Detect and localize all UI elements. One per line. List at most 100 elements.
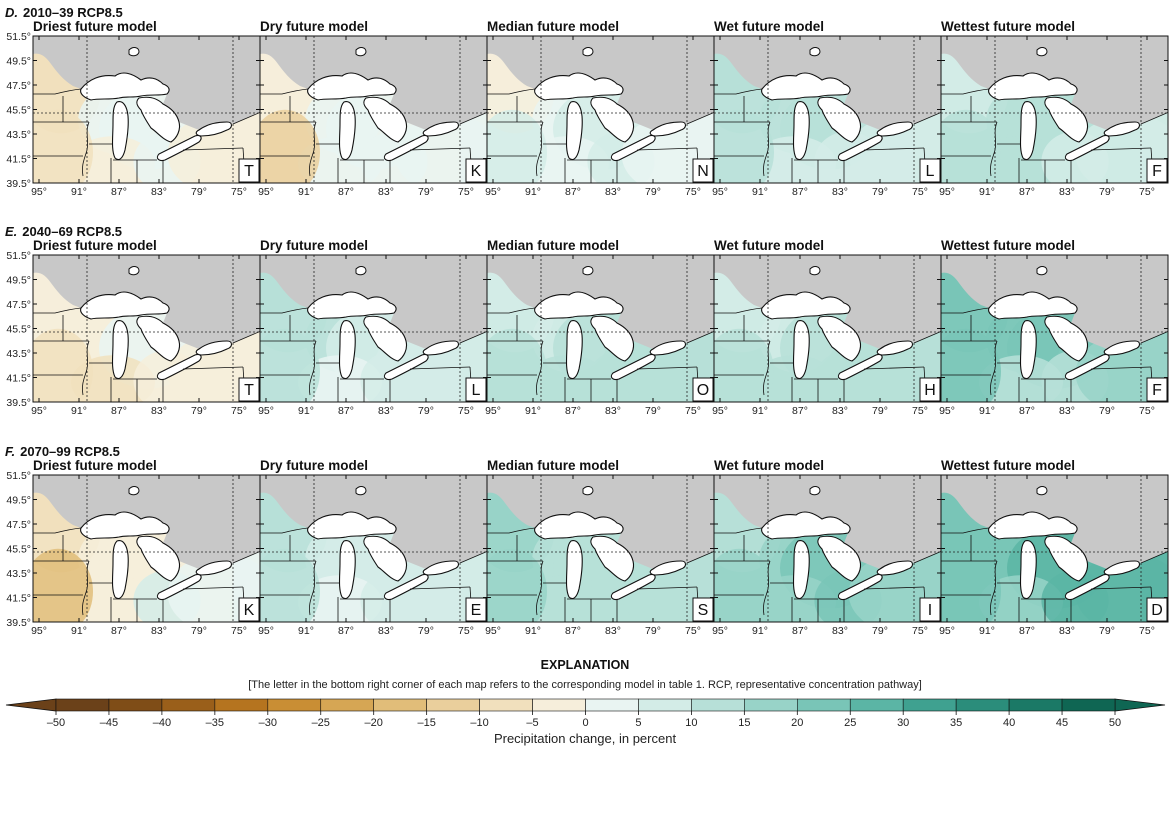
latitude-label: 45.5°	[6, 105, 31, 117]
longitude-label: 95°	[712, 625, 728, 637]
longitude-label: 79°	[1099, 186, 1115, 198]
longitude-label: 75°	[231, 625, 247, 637]
canada-mask	[714, 475, 941, 569]
colorbar-tick-label: –10	[470, 717, 488, 729]
canada-mask	[260, 36, 487, 130]
colorbar-segment	[214, 698, 269, 712]
panel-title: Dry future model	[260, 458, 368, 473]
ontario-strip	[714, 492, 762, 533]
longitude-label: 87°	[792, 405, 808, 417]
longitude-label: 95°	[485, 186, 501, 198]
longitude-label: 79°	[645, 186, 661, 198]
model-letter: T	[244, 163, 254, 180]
precip-zone	[487, 109, 547, 183]
longitude-label: 75°	[231, 186, 247, 198]
longitude-label: 95°	[258, 186, 274, 198]
longitude-label: 83°	[832, 405, 848, 417]
model-letter-box: L	[465, 377, 487, 402]
longitude-label: 95°	[939, 405, 955, 417]
model-letter-box: K	[465, 158, 487, 183]
latitude-label: 49.5°	[6, 495, 31, 507]
longitude-label: 87°	[565, 186, 581, 198]
longitude-label: 87°	[111, 405, 127, 417]
model-letter-box: L	[919, 158, 941, 183]
longitude-label: 91°	[525, 625, 541, 637]
panel-title: Wet future model	[714, 19, 824, 34]
panel-title: Wettest future model	[941, 238, 1075, 253]
latitude-label: 49.5°	[6, 275, 31, 287]
longitude-label: 91°	[752, 186, 768, 198]
precip-zone	[487, 328, 547, 402]
model-letter: D	[1151, 602, 1163, 619]
latitude-label: 41.5°	[6, 373, 31, 385]
longitude-label: 79°	[872, 186, 888, 198]
longitude-label: 87°	[1019, 405, 1035, 417]
latitude-label: 39.5°	[6, 397, 31, 409]
longitude-label: 79°	[418, 186, 434, 198]
map-panel: Wettest future model F 95° 91° 87° 83° 79° 75°	[939, 238, 1169, 417]
colorbar-segment	[902, 698, 957, 712]
colorbar-tick-label: 50	[1109, 717, 1121, 729]
longitude-label: 91°	[71, 625, 87, 637]
canada-mask	[487, 475, 714, 569]
precip-zone	[714, 328, 774, 402]
colorbar-tick-label: –25	[312, 717, 330, 729]
precip-zone	[714, 109, 774, 183]
map-panel: Wet future model L 95° 91° 87° 83° 79° 75°	[712, 19, 942, 198]
longitude-label: 95°	[31, 625, 47, 637]
colorbar-segment	[426, 698, 480, 712]
precip-zone	[260, 548, 320, 622]
colorbar-segment	[955, 698, 1010, 712]
canada-mask	[941, 475, 1168, 569]
latitude-label: 49.5°	[6, 56, 31, 68]
longitude-label: 75°	[231, 405, 247, 417]
canada-mask	[941, 36, 1168, 130]
colorbar-tick-label: –30	[259, 717, 277, 729]
colorbar-segment	[585, 698, 639, 712]
map-panel: Wet future model I 95° 91° 87° 83° 79° 75°	[712, 458, 942, 637]
map-panel: Dry future model E 95° 91° 87° 83° 79° 75°	[258, 458, 488, 637]
longitude-label: 79°	[418, 405, 434, 417]
canada-mask	[487, 36, 714, 130]
colorbar-segment	[479, 698, 533, 712]
map-panel: Dry future model K 95° 91° 87° 83° 79° 75°	[258, 19, 488, 198]
row-label: F. 2070–99 RCP8.5	[5, 444, 120, 459]
longitude-label: 83°	[151, 405, 167, 417]
panel-title: Median future model	[487, 19, 619, 34]
colorbar-tick-label: 30	[897, 717, 909, 729]
colorbar-segment	[267, 698, 322, 712]
model-letter: T	[244, 382, 254, 399]
longitude-label: 95°	[939, 186, 955, 198]
longitude-label: 91°	[298, 405, 314, 417]
model-letter: N	[697, 163, 709, 180]
map-panel: Driest future model K 51.5° 49.5° 47.5° 45.5°…	[6, 458, 261, 637]
colorbar-tick-label: –20	[365, 717, 383, 729]
colorbar-tick-label: –15	[417, 717, 435, 729]
longitude-label: 87°	[1019, 186, 1035, 198]
ontario-strip	[941, 492, 989, 533]
latitude-label: 45.5°	[6, 324, 31, 336]
canada-mask	[33, 255, 260, 349]
colorbar-tick-label: 40	[1003, 717, 1015, 729]
model-letter: K	[471, 163, 482, 180]
longitude-label: 95°	[485, 625, 501, 637]
longitude-label: 91°	[71, 405, 87, 417]
longitude-label: 79°	[645, 625, 661, 637]
colorbar-segment	[161, 698, 216, 712]
model-letter-box: F	[1146, 158, 1168, 183]
canada-mask	[33, 475, 260, 569]
model-letter: F	[1152, 163, 1162, 180]
longitude-label: 83°	[151, 186, 167, 198]
colorbar-tick-label: 35	[950, 717, 962, 729]
longitude-label: 75°	[685, 625, 701, 637]
ontario-strip	[260, 272, 308, 313]
precip-zone	[260, 328, 320, 402]
longitude-label: 87°	[792, 186, 808, 198]
longitude-label: 83°	[605, 186, 621, 198]
longitude-label: 83°	[605, 625, 621, 637]
colorbar-tick-label: 20	[791, 717, 803, 729]
canada-mask	[941, 255, 1168, 349]
longitude-label: 79°	[872, 625, 888, 637]
colorbar-tick-label: 45	[1056, 717, 1068, 729]
